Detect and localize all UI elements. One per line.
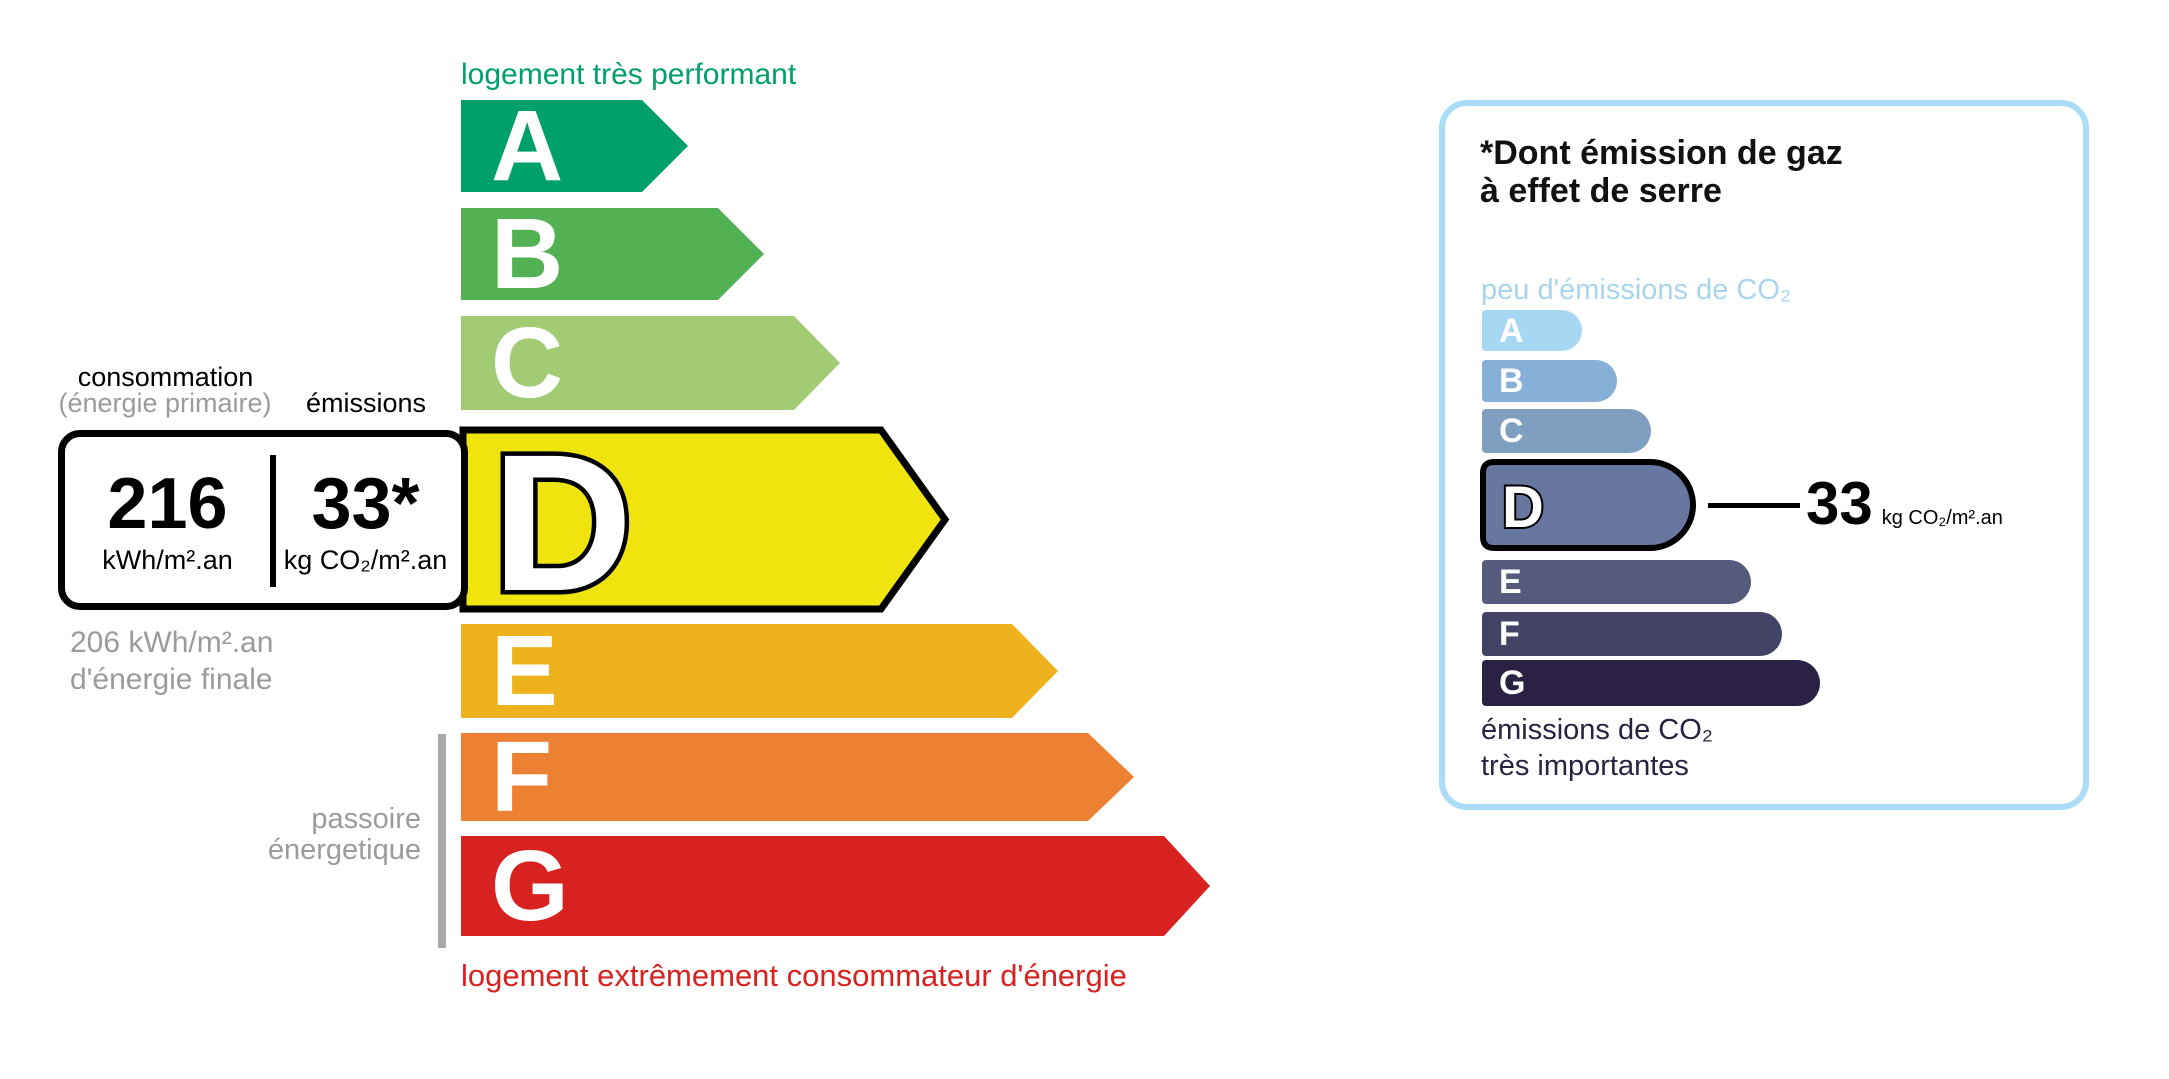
final-energy-note: 206 kWh/m².an d'énergie finale: [70, 624, 273, 698]
bar-letter: E: [1499, 563, 1522, 601]
bar-letter: A: [491, 90, 564, 202]
bar-letter: C: [491, 307, 564, 419]
co2-callout: 33 kg CO₂/m².an: [1806, 474, 2003, 534]
co2-bar-g: G: [1482, 660, 1820, 706]
final-energy-line2: d'énergie finale: [70, 663, 273, 696]
sieve-bracket-rule: [438, 734, 446, 948]
emissions-label: émissions: [305, 388, 427, 418]
bar-letter: A: [1499, 311, 1524, 350]
sieve-line1: passoire: [311, 803, 421, 835]
energy-bar-d-current: D: [459, 410, 950, 637]
co2-value-cell: 33* kg CO₂/m².an: [270, 437, 461, 603]
co2-unit: kg CO₂/m².an: [283, 545, 448, 576]
co2-pill-shape: [1480, 459, 1696, 551]
bottom-scale-label: logement extrêmement consommateur d'éner…: [461, 958, 1127, 993]
co2-value: 33*: [311, 463, 420, 544]
co2-title-line2: à effet de serre: [1480, 172, 1722, 210]
bar-letter: D: [1502, 475, 1544, 540]
energy-bar-c: C: [461, 316, 840, 410]
energy-bar-e: E: [461, 624, 1058, 718]
co2-bar-b: B: [1482, 360, 1617, 402]
energy-bar-g: G: [461, 836, 1210, 936]
energy-bar-b: B: [461, 208, 764, 300]
sieve-line2: énergetique: [267, 834, 421, 866]
bar-letter: B: [1499, 362, 1524, 400]
co2-panel-title: *Dont émission de gaz à effet de serre: [1480, 134, 1843, 210]
bar-letter: G: [1499, 664, 1526, 702]
primary-energy-label: (énergie primaire): [58, 388, 272, 418]
co2-bar-e: E: [1482, 560, 1751, 604]
bar-letter: C: [1499, 412, 1524, 450]
energy-bar-f: F: [461, 733, 1134, 821]
energy-sieve-label: passoire énergetique: [230, 804, 421, 866]
co2-bar-a: A: [1482, 310, 1582, 351]
co2-callout-line: [1708, 503, 1800, 508]
consumption-label: consommation: [77, 362, 254, 392]
energy-bar-a: A: [461, 100, 688, 192]
co2-bar-d-current: D: [1480, 459, 1696, 551]
co2-callout-value: 33: [1806, 470, 1873, 537]
energy-value: 216: [107, 463, 228, 544]
value-box-divider: [270, 455, 276, 587]
consumption-value-box: 216 kWh/m².an 33* kg CO₂/m².an: [58, 430, 468, 610]
bar-letter: F: [491, 721, 553, 833]
final-energy-line1: 206 kWh/m².an: [70, 626, 274, 659]
co2-title-line1: *Dont émission de gaz: [1480, 134, 1843, 172]
bar-letter: F: [1499, 615, 1520, 653]
co2-bar-f: F: [1482, 612, 1782, 656]
co2-min-label: peu d'émissions de CO₂: [1481, 274, 1792, 306]
bar-letter: D: [492, 414, 633, 632]
bar-letter: B: [491, 198, 564, 310]
co2-callout-unit: kg CO₂/m².an: [1881, 507, 2003, 529]
co2-bar-c: C: [1482, 409, 1651, 453]
energy-value-cell: 216 kWh/m².an: [65, 437, 270, 603]
co2-max-line2: très importantes: [1481, 750, 1689, 782]
bar-letter: G: [491, 830, 569, 942]
co2-max-line1: émissions de CO₂: [1481, 714, 1714, 746]
top-scale-label: logement très performant: [461, 58, 797, 91]
co2-max-label: émissions de CO₂ très importantes: [1481, 712, 1713, 784]
bar-letter: E: [491, 615, 558, 727]
energy-unit: kWh/m².an: [102, 545, 233, 576]
